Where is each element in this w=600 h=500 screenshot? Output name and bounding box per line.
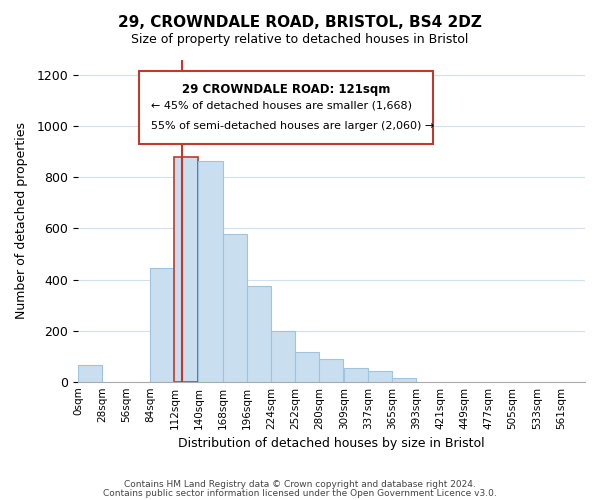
Bar <box>319 359 343 382</box>
Bar <box>150 268 175 382</box>
Bar <box>223 234 247 382</box>
X-axis label: Distribution of detached houses by size in Bristol: Distribution of detached houses by size … <box>178 437 485 450</box>
Bar <box>175 157 199 382</box>
FancyBboxPatch shape <box>139 72 433 144</box>
Text: 29 CROWNDALE ROAD: 121sqm: 29 CROWNDALE ROAD: 121sqm <box>182 82 390 96</box>
Text: 55% of semi-detached houses are larger (2,060) →: 55% of semi-detached houses are larger (… <box>151 121 435 131</box>
Text: 29, CROWNDALE ROAD, BRISTOL, BS4 2DZ: 29, CROWNDALE ROAD, BRISTOL, BS4 2DZ <box>118 15 482 30</box>
Text: Size of property relative to detached houses in Bristol: Size of property relative to detached ho… <box>131 32 469 46</box>
Bar <box>199 161 223 382</box>
Bar <box>247 286 271 382</box>
Bar <box>344 368 368 382</box>
Bar <box>295 352 319 382</box>
Bar <box>368 371 392 382</box>
Text: Contains public sector information licensed under the Open Government Licence v3: Contains public sector information licen… <box>103 488 497 498</box>
Bar <box>271 330 295 382</box>
Bar <box>78 365 102 382</box>
Text: ← 45% of detached houses are smaller (1,668): ← 45% of detached houses are smaller (1,… <box>151 100 412 110</box>
Text: Contains HM Land Registry data © Crown copyright and database right 2024.: Contains HM Land Registry data © Crown c… <box>124 480 476 489</box>
Bar <box>392 378 416 382</box>
Y-axis label: Number of detached properties: Number of detached properties <box>15 122 28 320</box>
